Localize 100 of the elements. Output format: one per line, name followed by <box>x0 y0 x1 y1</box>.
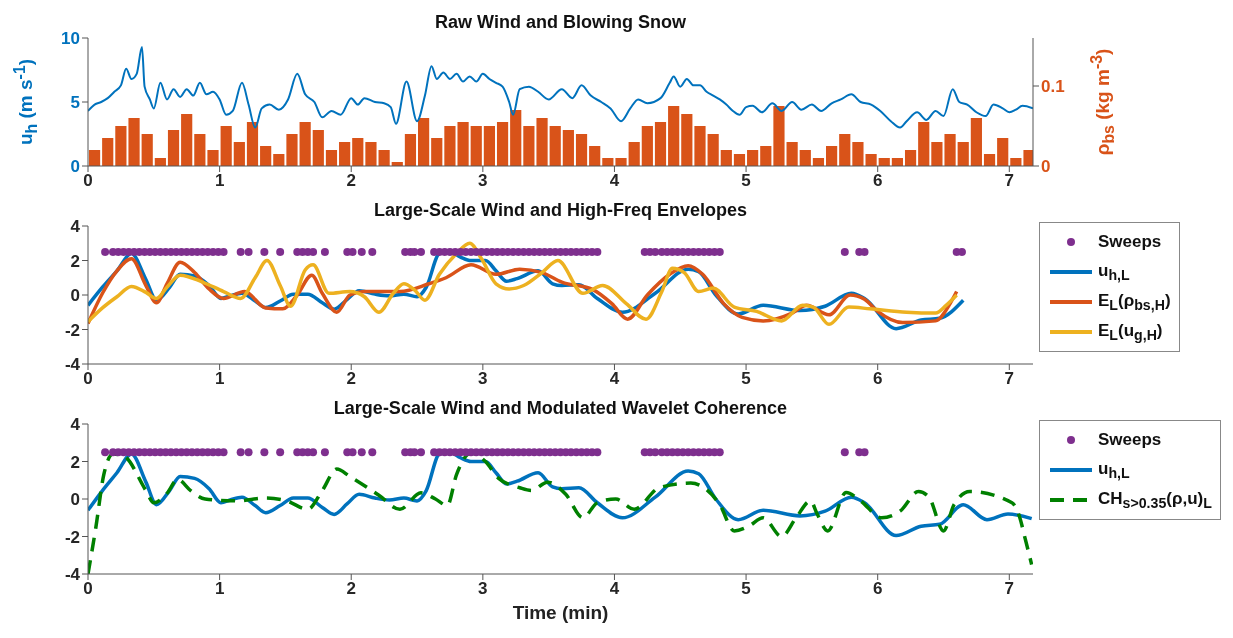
x-tick-label: 5 <box>741 369 751 389</box>
y-tick-label: -4 <box>64 355 81 375</box>
x-tick-label: 1 <box>214 171 225 191</box>
legend-label: u$_{h,L}$ <box>1098 458 1130 482</box>
bar <box>431 138 443 166</box>
bar <box>207 150 219 166</box>
y-tick-label: 0 <box>70 157 80 177</box>
bar <box>997 138 1009 166</box>
bar <box>128 118 140 166</box>
bar <box>260 146 272 166</box>
bar <box>694 126 706 166</box>
bar <box>286 134 298 166</box>
bar <box>931 142 943 166</box>
legend-label: Sweeps <box>1098 430 1162 450</box>
bar <box>352 138 364 166</box>
bar <box>773 106 785 166</box>
bar <box>654 122 667 166</box>
legend-label: Sweeps <box>1098 232 1162 252</box>
bar <box>510 110 522 166</box>
bar <box>115 126 127 166</box>
bar <box>562 130 574 166</box>
legend-label: E$_{L}$(ρ$_{bs,H}$) <box>1098 290 1171 314</box>
y-tick-label: -2 <box>64 527 80 547</box>
x-tick-label: 7 <box>1004 369 1015 389</box>
x-tick-label: 2 <box>346 369 356 389</box>
y-tick-label: 0 <box>70 490 80 510</box>
x-axis-title: Time (min) <box>512 602 609 623</box>
x-tick-label: 4 <box>609 579 620 599</box>
x-tick-label: 6 <box>872 369 883 389</box>
y2-tick-label: 0 <box>1041 157 1051 177</box>
y-tick-label: 4 <box>70 217 81 237</box>
bar <box>483 126 495 166</box>
bar <box>141 134 153 166</box>
bar <box>983 154 996 166</box>
y-tick-label: -2 <box>64 320 80 340</box>
bar <box>681 114 693 166</box>
bar <box>339 142 351 166</box>
x-tick-label: 6 <box>872 171 883 191</box>
x-tick-label: 2 <box>346 579 356 599</box>
x-tick-label: 2 <box>346 171 356 191</box>
x-tick-label: 7 <box>1004 579 1015 599</box>
bar <box>707 134 719 166</box>
x-tick-label: 1 <box>214 369 225 389</box>
y-tick-label: 2 <box>70 452 80 472</box>
bar <box>418 118 430 166</box>
bar <box>194 134 206 166</box>
y-tick-label: 2 <box>70 251 80 271</box>
line-series <box>88 45 1033 129</box>
bar <box>496 122 509 166</box>
bar <box>839 134 851 166</box>
bar <box>615 158 627 166</box>
bar <box>575 134 588 166</box>
y2-tick-label: 0.1 <box>1041 77 1065 97</box>
bar <box>470 126 482 166</box>
bar <box>904 150 917 166</box>
bar <box>299 122 311 166</box>
x-tick-label: 3 <box>478 369 488 389</box>
bar <box>220 126 232 166</box>
bar <box>233 142 245 166</box>
y-tick-label: -4 <box>64 565 81 585</box>
bar <box>523 126 535 166</box>
bar <box>957 142 969 166</box>
bar <box>536 118 548 166</box>
x-tick-label: 1 <box>214 579 225 599</box>
bar <box>325 150 338 166</box>
y-tick-label: 0 <box>70 286 80 306</box>
legend-label: CH$_{s>0.35}$(ρ,u)$_{L}$ <box>1098 488 1212 512</box>
bar <box>312 130 324 166</box>
bar <box>628 142 640 166</box>
bar <box>918 122 930 166</box>
chart-title: Large-Scale Wind and Modulated Wavelet Coherence <box>333 398 788 418</box>
bar <box>720 150 732 166</box>
legend-label: u$_{h,L}$ <box>1098 260 1130 284</box>
legend-label: E$_{L}$(u$_{g,H}$) <box>1098 320 1163 344</box>
bar <box>760 146 772 166</box>
bar <box>786 142 798 166</box>
chart-title: Large-Scale Wind and High-Freq Envelopes <box>374 200 747 220</box>
x-tick-label: 5 <box>741 171 751 191</box>
bar <box>404 134 417 166</box>
x-tick-label: 7 <box>1004 171 1015 191</box>
x-tick-label: 4 <box>609 171 620 191</box>
bar <box>246 122 259 166</box>
bar <box>378 150 390 166</box>
bar <box>273 154 285 166</box>
x-tick-label: 3 <box>478 171 488 191</box>
bar <box>181 114 193 166</box>
bar <box>733 154 746 166</box>
bar <box>88 150 101 166</box>
chart-title: Raw Wind and Blowing Snow <box>435 12 686 32</box>
bar <box>970 118 982 166</box>
y-tick-label: 10 <box>61 29 80 49</box>
y-tick-label: 4 <box>70 415 81 435</box>
bar <box>167 130 180 166</box>
bar <box>826 146 838 166</box>
bar <box>799 150 811 166</box>
bar <box>747 150 759 166</box>
y-tick-label: 5 <box>70 93 80 113</box>
x-tick-label: 3 <box>478 579 488 599</box>
x-tick-label: 6 <box>872 579 883 599</box>
bar <box>102 138 114 166</box>
